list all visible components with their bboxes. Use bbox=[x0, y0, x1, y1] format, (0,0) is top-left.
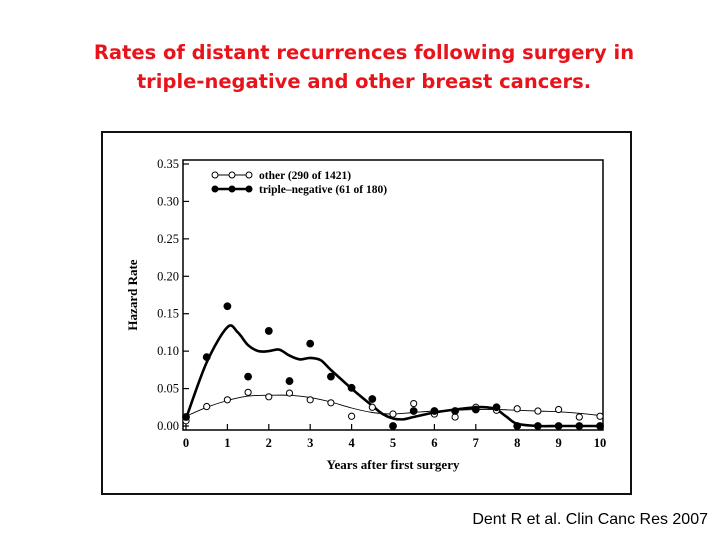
triple-negative-point bbox=[430, 407, 439, 415]
legend-marker bbox=[211, 171, 219, 179]
other-point bbox=[285, 389, 294, 397]
other-point bbox=[327, 399, 335, 407]
title-line-2: triple-negative and other breast cancers… bbox=[136, 70, 592, 93]
other-point bbox=[596, 412, 604, 420]
x-tick-label: 5 bbox=[390, 436, 396, 450]
citation: Dent R et al. Clin Canc Res 2007 bbox=[472, 511, 708, 528]
other-point bbox=[513, 405, 521, 413]
other-point bbox=[368, 403, 376, 411]
x-tick-label: 2 bbox=[266, 436, 272, 450]
other-point bbox=[244, 388, 252, 396]
legend-marker bbox=[211, 185, 219, 193]
triple-negative-point bbox=[451, 407, 460, 415]
triple-negative-point bbox=[492, 403, 501, 412]
triple-negative-curve bbox=[184, 324, 600, 428]
triple-negative-point bbox=[554, 422, 563, 430]
x-tick-label: 9 bbox=[555, 436, 561, 450]
legend-entry: other (290 of 1421) bbox=[259, 170, 351, 182]
x-tick-label: 6 bbox=[431, 436, 437, 450]
triple-negative-point bbox=[471, 405, 480, 414]
x-tick-label: 4 bbox=[348, 436, 355, 450]
y-tick-label: 0.25 bbox=[157, 232, 179, 246]
triple-negative-point bbox=[182, 413, 190, 421]
other-point bbox=[348, 412, 356, 420]
other-point bbox=[203, 402, 211, 411]
other-point bbox=[223, 396, 232, 404]
other-point bbox=[410, 399, 418, 408]
triple-negative-point bbox=[202, 353, 211, 362]
triple-negative-point bbox=[575, 422, 584, 430]
hazard-rate-chart: 0.00 0.05 0.10 0.15 0.20 0.25 0.30 0.35 0 1 2 3 4 5 6… bbox=[125, 157, 607, 472]
triple-negative-point bbox=[223, 302, 232, 311]
y-axis-ticks: 0.00 0.05 0.10 0.15 0.20 0.25 0.30 0.35 bbox=[157, 157, 189, 433]
legend-entry: triple–negative (61 of 180) bbox=[259, 184, 387, 196]
y-axis-label: Hazard Rate bbox=[125, 259, 140, 330]
triple-negative-point bbox=[534, 422, 542, 430]
other-point bbox=[389, 410, 397, 418]
other-point bbox=[306, 396, 314, 404]
x-tick-label: 0 bbox=[183, 436, 189, 450]
y-tick-label: 0.35 bbox=[157, 157, 179, 171]
x-axis-label: Years after first surgery bbox=[327, 457, 460, 472]
y-tick-label: 0.05 bbox=[157, 382, 179, 396]
legend-marker bbox=[228, 185, 236, 193]
triple-negative-point bbox=[285, 377, 294, 385]
data-points bbox=[182, 302, 604, 430]
other-point bbox=[555, 405, 563, 414]
triple-negative-point bbox=[306, 339, 315, 348]
triple-negative-point bbox=[347, 383, 356, 392]
other-point bbox=[265, 393, 273, 401]
triple-negative-point bbox=[244, 372, 253, 381]
chart-frame: 0.00 0.05 0.10 0.15 0.20 0.25 0.30 0.35 0 1 2 3 4 5 6… bbox=[101, 131, 632, 495]
y-tick-label: 0.10 bbox=[157, 344, 179, 358]
triple-negative-point bbox=[409, 407, 418, 415]
x-tick-label: 10 bbox=[594, 436, 607, 450]
triple-negative-point bbox=[389, 422, 397, 430]
other-point bbox=[575, 413, 583, 421]
slide-title: Rates of distant recurrences following s… bbox=[40, 38, 688, 96]
legend: other (290 of 1421) triple–negative (61 o… bbox=[211, 170, 387, 196]
x-tick-label: 7 bbox=[473, 436, 479, 450]
legend-marker bbox=[228, 171, 236, 179]
x-tick-label: 8 bbox=[514, 436, 520, 450]
legend-marker bbox=[245, 185, 253, 193]
triple-negative-point bbox=[327, 372, 335, 381]
y-tick-label: 0.00 bbox=[157, 419, 179, 433]
triple-negative-point bbox=[264, 327, 273, 335]
x-tick-label: 3 bbox=[307, 436, 313, 450]
title-line-1: Rates of distant recurrences following s… bbox=[93, 41, 635, 64]
y-tick-label: 0.20 bbox=[157, 269, 179, 283]
legend-marker bbox=[245, 171, 253, 179]
x-tick-label: 1 bbox=[224, 436, 230, 450]
y-tick-label: 0.15 bbox=[157, 307, 179, 321]
other-point bbox=[534, 407, 542, 415]
triple-negative-point bbox=[368, 395, 377, 403]
y-tick-label: 0.30 bbox=[157, 194, 179, 208]
triple-negative-point bbox=[596, 422, 604, 430]
triple-negative-point bbox=[513, 422, 522, 430]
